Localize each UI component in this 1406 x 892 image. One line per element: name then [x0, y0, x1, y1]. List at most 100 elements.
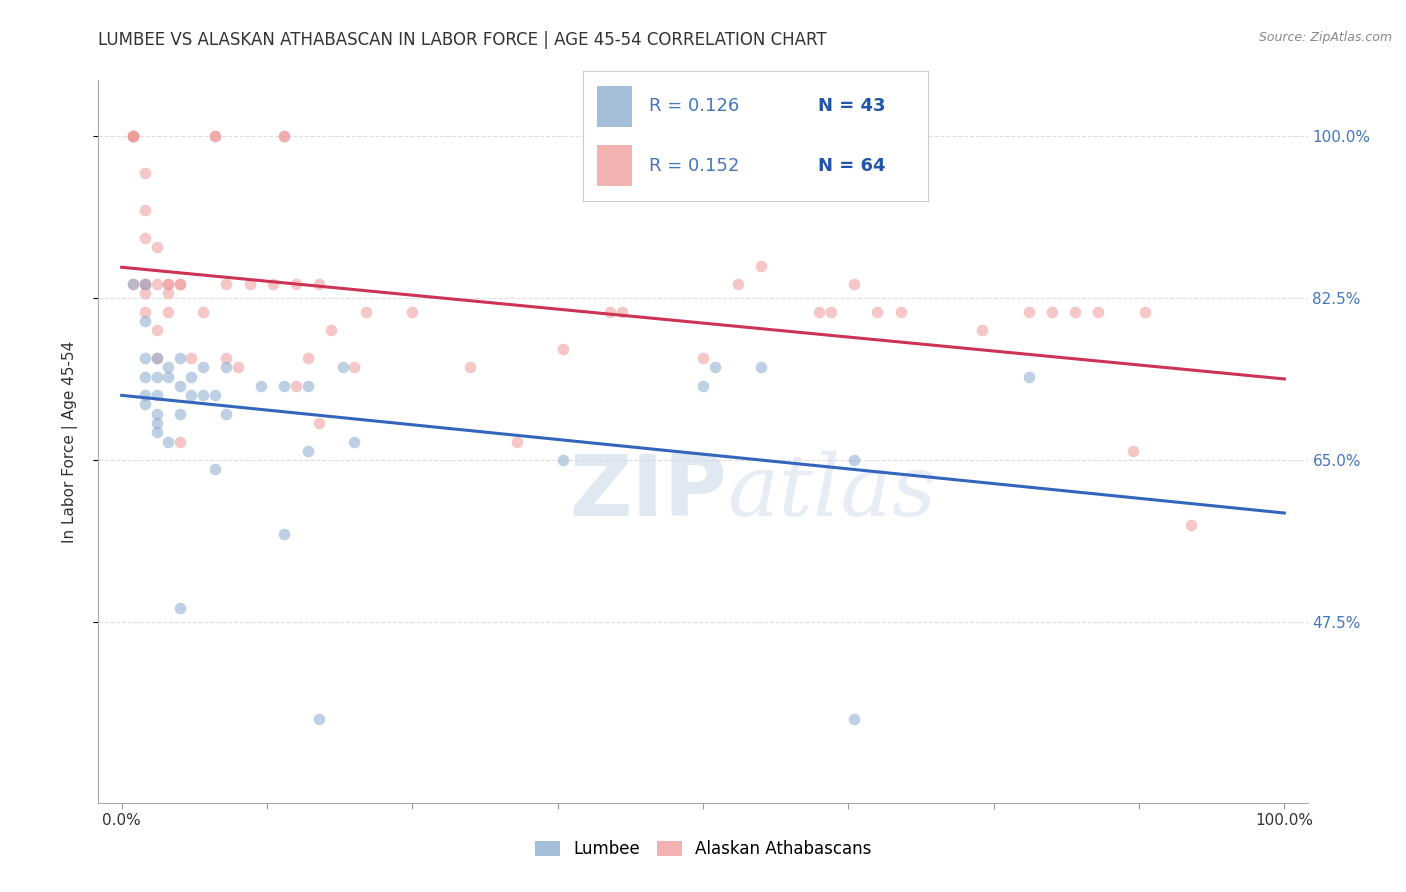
Point: [169, 601, 191, 615]
Point: [820, 305, 842, 319]
Point: [145, 407, 167, 421]
Point: [1018, 305, 1040, 319]
FancyBboxPatch shape: [598, 86, 631, 127]
Point: [262, 277, 284, 291]
Text: LUMBEE VS ALASKAN ATHABASCAN IN LABOR FORCE | AGE 45-54 CORRELATION CHART: LUMBEE VS ALASKAN ATHABASCAN IN LABOR FO…: [98, 31, 827, 49]
Point: [157, 277, 180, 291]
Point: [204, 388, 226, 402]
Point: [506, 434, 529, 449]
Point: [308, 416, 330, 430]
Point: [169, 351, 191, 366]
Point: [157, 277, 180, 291]
Point: [1018, 369, 1040, 384]
Point: [204, 462, 226, 476]
Point: [204, 128, 226, 143]
Point: [970, 323, 993, 337]
Y-axis label: In Labor Force | Age 45-54: In Labor Force | Age 45-54: [62, 341, 77, 542]
Point: [157, 360, 180, 375]
Point: [134, 388, 156, 402]
Point: [297, 351, 319, 366]
Point: [273, 128, 295, 143]
Point: [343, 360, 366, 375]
Point: [134, 231, 156, 245]
Point: [145, 425, 167, 440]
Point: [145, 323, 167, 337]
Point: [553, 342, 575, 356]
Point: [122, 128, 145, 143]
Point: [145, 351, 167, 366]
Point: [134, 351, 156, 366]
Point: [191, 360, 214, 375]
Point: [692, 379, 714, 393]
Point: [1180, 517, 1202, 532]
Point: [134, 286, 156, 301]
Point: [1087, 305, 1109, 319]
Text: N = 43: N = 43: [818, 97, 886, 115]
Point: [401, 305, 423, 319]
Text: ZIP: ZIP: [569, 450, 727, 533]
Point: [844, 453, 866, 467]
Text: R = 0.152: R = 0.152: [650, 157, 740, 175]
Point: [285, 379, 308, 393]
Point: [134, 166, 156, 180]
Point: [134, 305, 156, 319]
Point: [226, 360, 249, 375]
Point: [727, 277, 749, 291]
Point: [250, 379, 273, 393]
Point: [239, 277, 262, 291]
Point: [180, 369, 202, 384]
Point: [692, 351, 714, 366]
Point: [599, 305, 621, 319]
Point: [169, 434, 191, 449]
Legend: Lumbee, Alaskan Athabascans: Lumbee, Alaskan Athabascans: [526, 832, 880, 867]
Point: [134, 202, 156, 217]
Point: [273, 379, 295, 393]
Point: [191, 305, 214, 319]
Point: [460, 360, 482, 375]
Point: [215, 407, 238, 421]
Point: [157, 286, 180, 301]
Point: [749, 259, 772, 273]
Point: [553, 453, 575, 467]
Point: [145, 388, 167, 402]
FancyBboxPatch shape: [598, 145, 631, 186]
Point: [134, 369, 156, 384]
Point: [145, 277, 167, 291]
Point: [285, 277, 308, 291]
Point: [273, 128, 295, 143]
Point: [134, 397, 156, 411]
Point: [145, 369, 167, 384]
Point: [1133, 305, 1156, 319]
Point: [215, 351, 238, 366]
Point: [169, 407, 191, 421]
Point: [844, 713, 866, 727]
Point: [145, 351, 167, 366]
Point: [122, 128, 145, 143]
Point: [122, 277, 145, 291]
Point: [749, 360, 772, 375]
Point: [134, 277, 156, 291]
Point: [866, 305, 889, 319]
Point: [180, 388, 202, 402]
Point: [890, 305, 912, 319]
Point: [169, 277, 191, 291]
Point: [1122, 443, 1144, 458]
Point: [808, 305, 831, 319]
Point: [703, 360, 725, 375]
Point: [169, 277, 191, 291]
Text: N = 64: N = 64: [818, 157, 886, 175]
Text: R = 0.126: R = 0.126: [650, 97, 740, 115]
Point: [122, 128, 145, 143]
Point: [134, 314, 156, 328]
Text: atlas: atlas: [727, 450, 936, 533]
Point: [122, 277, 145, 291]
Point: [297, 379, 319, 393]
Point: [204, 128, 226, 143]
Point: [169, 379, 191, 393]
Point: [1040, 305, 1063, 319]
Point: [215, 277, 238, 291]
Point: [1064, 305, 1087, 319]
Point: [297, 443, 319, 458]
Point: [319, 323, 342, 337]
Point: [273, 527, 295, 541]
